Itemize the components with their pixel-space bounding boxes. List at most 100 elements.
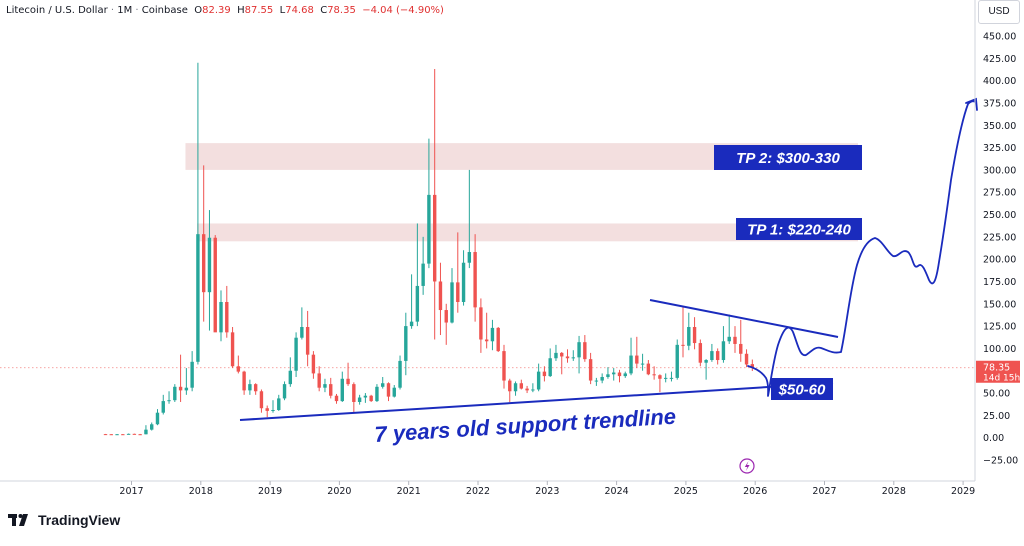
candle xyxy=(363,393,368,403)
candle-body xyxy=(357,397,362,402)
candle-body xyxy=(265,408,269,411)
candle xyxy=(456,232,460,313)
candle xyxy=(265,405,269,418)
tp1-label: TP 1: $220-240 xyxy=(736,218,862,240)
candle-body xyxy=(744,353,749,365)
time-tick-label: 2026 xyxy=(743,486,767,497)
tp2-label: TP 2: $300-330 xyxy=(714,145,862,170)
price-tick-label: 400.00 xyxy=(983,76,1016,87)
candle xyxy=(484,312,489,349)
candle xyxy=(375,384,379,402)
tradingview-logo[interactable]: TradingView xyxy=(8,512,120,528)
candle-body xyxy=(381,383,385,387)
price-tick-label: 275.00 xyxy=(983,188,1016,199)
candle-body xyxy=(635,355,639,364)
candle-body xyxy=(490,327,495,342)
candle-body xyxy=(398,360,402,388)
candle-body xyxy=(150,424,154,430)
candle xyxy=(617,369,622,383)
candle-body xyxy=(640,363,645,365)
currency-button[interactable]: USD xyxy=(978,0,1020,24)
candle-body xyxy=(161,401,165,413)
candle xyxy=(479,298,483,353)
price-tick-label: 125.00 xyxy=(983,322,1016,333)
projection-arrow-icon xyxy=(965,97,978,111)
candle xyxy=(663,373,668,383)
candle-body xyxy=(739,343,743,354)
candle xyxy=(300,307,304,340)
event-marker[interactable] xyxy=(739,458,755,474)
candle-body xyxy=(375,386,379,402)
candle-body xyxy=(184,387,189,391)
candle xyxy=(398,355,402,390)
time-tick-label: 2021 xyxy=(397,486,421,497)
candle xyxy=(173,384,177,402)
ohlc-high-value: 87.55 xyxy=(244,5,274,16)
candle xyxy=(277,394,281,411)
price-tick-label: 50.00 xyxy=(983,389,1010,400)
candle xyxy=(577,335,581,374)
candle-body xyxy=(317,373,321,388)
candle-body xyxy=(721,341,726,361)
candle xyxy=(525,385,529,394)
candle xyxy=(750,359,755,372)
candle-body xyxy=(207,237,212,293)
candle-body xyxy=(178,386,183,391)
candle xyxy=(305,310,310,367)
candle-body xyxy=(167,400,171,402)
candle-body xyxy=(508,380,512,392)
candle-body xyxy=(155,412,160,425)
price-tick-label: 250.00 xyxy=(983,210,1016,221)
ohlc-open-label: O xyxy=(194,5,203,16)
candle xyxy=(381,376,385,389)
candle-body xyxy=(444,310,448,323)
candle-body xyxy=(132,433,137,435)
candle xyxy=(144,425,148,435)
candle-body xyxy=(588,359,593,381)
candle xyxy=(230,326,235,369)
price-tick-label: 175.00 xyxy=(983,277,1016,288)
candle xyxy=(623,371,627,378)
candle-body xyxy=(542,371,547,377)
candle xyxy=(132,433,137,435)
candle-body xyxy=(190,361,194,388)
candle xyxy=(109,434,113,436)
candle-body xyxy=(305,326,310,355)
candle xyxy=(612,368,616,381)
candle xyxy=(207,210,212,331)
ohlc-close-label: C xyxy=(320,5,328,16)
candle xyxy=(236,355,241,374)
candle-body xyxy=(144,429,148,435)
candle xyxy=(640,353,645,371)
candle-body xyxy=(277,398,281,411)
ohlc-close-value: 78.35 xyxy=(327,5,356,16)
candle-body xyxy=(392,387,396,397)
candle-body xyxy=(271,410,275,412)
candle-body xyxy=(750,364,755,368)
candle xyxy=(294,332,298,377)
candle-body xyxy=(242,371,246,391)
candle-body xyxy=(733,336,737,344)
candle-body xyxy=(571,357,575,359)
candle xyxy=(629,337,633,376)
candle-body xyxy=(461,262,466,303)
interval[interactable]: 1M xyxy=(117,5,133,16)
candle-body xyxy=(669,377,674,379)
candle-body xyxy=(219,302,223,333)
candle xyxy=(404,312,408,376)
candle xyxy=(635,336,639,369)
candle xyxy=(508,378,512,402)
candle xyxy=(565,349,570,363)
candle xyxy=(219,290,223,342)
candle xyxy=(282,381,287,401)
time-tick-label: 2022 xyxy=(466,486,490,497)
symbol-name[interactable]: Litecoin / U.S. Dollar xyxy=(6,5,108,16)
candle xyxy=(675,339,679,380)
candle-body xyxy=(629,355,633,374)
candle-body xyxy=(115,434,119,436)
candle-body xyxy=(583,342,587,360)
candle xyxy=(409,274,414,329)
time-tick-label: 2024 xyxy=(605,486,629,497)
